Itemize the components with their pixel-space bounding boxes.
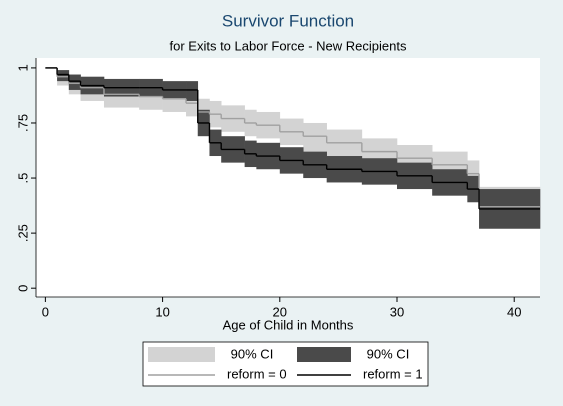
legend-swatch: [148, 347, 215, 362]
legend-swatch: [297, 347, 351, 362]
x-tick-label: 10: [155, 304, 169, 319]
ci-band: [186, 81, 199, 101]
legend-label: reform = 1: [363, 366, 423, 381]
ci-band: [303, 122, 327, 152]
x-tick-label: 30: [390, 304, 404, 319]
ci-band: [326, 129, 363, 159]
y-tick-label: .75: [15, 114, 30, 132]
chart-title: Survivor Function: [222, 11, 354, 30]
legend-label: 90% CI: [367, 346, 410, 361]
x-tick-label: 40: [507, 304, 521, 319]
ci-band: [68, 74, 81, 90]
legend-label: reform = 0: [227, 366, 287, 381]
x-tick-label: 20: [273, 304, 287, 319]
x-tick-label: 0: [42, 304, 49, 319]
chart-subtitle: for Exits to Labor Force - New Recipient…: [170, 38, 407, 53]
x-axis-title: Age of Child in Months: [223, 317, 354, 332]
legend-label: 90% CI: [231, 346, 274, 361]
y-tick-label: .5: [15, 173, 30, 184]
y-tick-label: 0: [15, 285, 30, 292]
y-tick-label: 1: [15, 64, 30, 71]
ci-band: [57, 70, 70, 82]
y-tick-label: .25: [15, 224, 30, 242]
